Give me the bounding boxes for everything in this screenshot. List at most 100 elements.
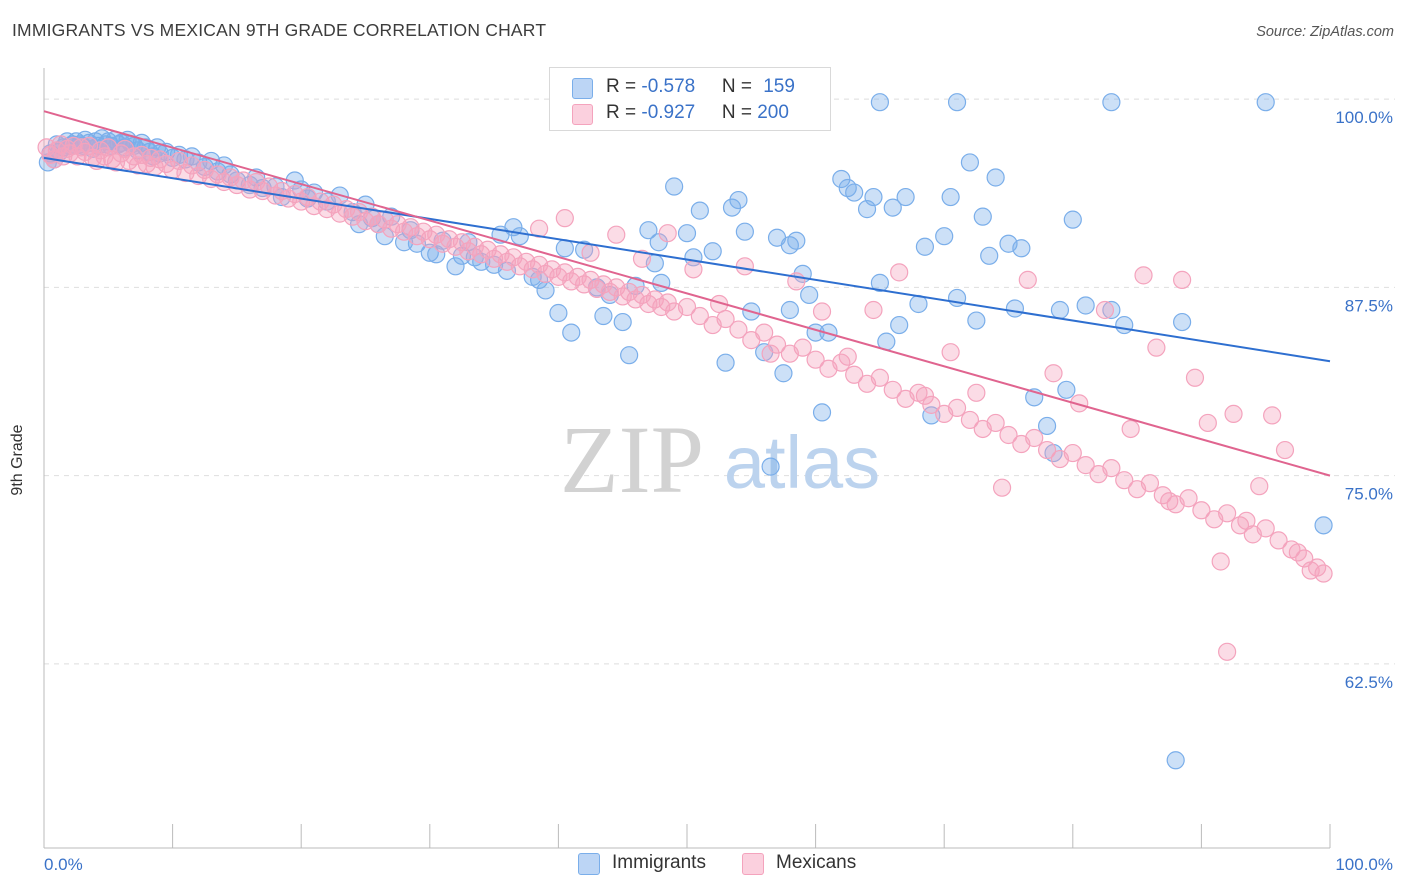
mexicans-point	[1160, 492, 1179, 511]
immigrants-point	[941, 187, 960, 207]
axes	[43, 68, 1331, 849]
mexicans-point	[1018, 270, 1037, 289]
immigrants-point	[446, 257, 465, 276]
mexicans-point	[1224, 404, 1243, 424]
mexicans-point	[1070, 394, 1089, 413]
immigrants-point	[864, 187, 883, 207]
mexicans-point	[1269, 531, 1288, 550]
tick-labels: 62.5% 75.0% 87.5% 100.0% 0.0% 100.0%	[44, 108, 1393, 874]
mexicans-point	[64, 136, 83, 155]
mexicans-point	[986, 413, 1005, 433]
immigrants-point	[896, 187, 915, 207]
immigrants-point	[420, 243, 439, 262]
immigrants-point	[935, 227, 954, 246]
trend-lines	[43, 110, 1331, 477]
mexicans-point	[1250, 477, 1269, 496]
immigrants-point	[703, 242, 722, 261]
immigrants-point	[870, 273, 890, 292]
mexicans-point	[581, 243, 600, 262]
mexicans-point	[658, 224, 677, 243]
immigrants-point	[845, 183, 864, 202]
mexicans-point	[1037, 440, 1057, 460]
mexicans-point	[812, 302, 832, 321]
immigrants-point	[761, 457, 780, 476]
mexicans-point	[1044, 364, 1063, 383]
mexicans-point	[1025, 428, 1044, 448]
mexicans-point	[141, 148, 160, 168]
immigrants-point	[870, 93, 890, 112]
immigrants-point	[780, 300, 799, 320]
mexicans-point	[1173, 270, 1192, 289]
immigrants-point	[890, 315, 909, 335]
immigrants-point	[677, 224, 697, 243]
mexicans-series	[37, 135, 1333, 661]
mexicans-point	[793, 338, 812, 357]
mexicans-point	[838, 347, 857, 366]
mexicans-point	[1237, 511, 1256, 530]
mexicans-point	[690, 306, 709, 326]
immigrants-point	[613, 312, 632, 332]
mexicans-point	[1275, 440, 1295, 460]
mexicans-point	[870, 368, 890, 387]
immigrants-point	[639, 221, 658, 240]
immigrants-point	[832, 169, 851, 189]
immigrants-point	[549, 303, 568, 323]
immigrants-point	[967, 311, 986, 330]
source-credit: Source: ZipAtlas.com	[1256, 24, 1394, 40]
mexicans-point	[1147, 338, 1166, 357]
immigrants-point	[735, 222, 754, 241]
x-tick-label: 0.0%	[44, 855, 83, 874]
immigrants-point	[1166, 751, 1185, 770]
immigrants-point	[1050, 300, 1070, 320]
immigrants-point	[620, 346, 639, 365]
mexicans-point	[915, 386, 935, 405]
r-label: R =	[606, 76, 642, 97]
immigrants-point	[915, 237, 935, 256]
mexicans-trend-line	[43, 110, 1331, 477]
mexicans-point	[716, 309, 735, 329]
y-axis-title: 9th Grade	[9, 424, 26, 496]
x-tick-label: 100.0%	[1335, 855, 1393, 874]
immigrants-point	[716, 353, 735, 372]
mexicans-point	[1301, 561, 1320, 580]
mexicans-point	[1218, 642, 1237, 661]
mexicans-point	[1218, 504, 1237, 523]
mexicans-point	[1185, 368, 1205, 387]
mexicans-point	[806, 350, 825, 369]
mexicans-point	[890, 263, 909, 282]
mexicans-point	[1076, 456, 1095, 475]
immigrants-point	[1076, 296, 1095, 315]
immigrants-point	[555, 239, 574, 258]
immigrants-point	[947, 93, 967, 112]
immigrants-point	[510, 227, 529, 246]
mexicans-point	[1256, 519, 1275, 538]
mexicans-point	[864, 300, 883, 320]
immigrants-point	[1173, 312, 1192, 332]
mexicans-point	[1095, 300, 1115, 320]
r-value: -0.578	[641, 76, 696, 97]
immigrants-point	[1115, 315, 1134, 335]
chart-title: IMMIGRANTS VS MEXICAN 9TH GRADE CORRELAT…	[12, 20, 547, 40]
stats-legend: R = -0.578 N = 159 R = -0.927 N = 200	[549, 67, 831, 131]
immigrants-point	[1063, 210, 1082, 229]
mexicans-point	[761, 344, 780, 363]
mexicans-point	[941, 343, 960, 362]
immigrants-legend-swatch	[578, 853, 600, 875]
mexicans-point	[607, 225, 626, 244]
immigrants-point	[665, 177, 684, 196]
mexicans-point	[632, 249, 652, 268]
immigrants-swatch	[572, 78, 593, 99]
n-value: 159	[763, 76, 795, 97]
y-tick-label: 100.0%	[1335, 108, 1393, 127]
mexicans-point	[922, 395, 941, 414]
n-value: 200	[757, 102, 789, 123]
immigrants-point	[1102, 300, 1121, 320]
mexicans-point	[845, 365, 864, 384]
mexicans-point	[883, 380, 902, 399]
mexicans-point	[658, 293, 677, 312]
mexicans-point	[729, 320, 748, 339]
mexicans-point	[767, 335, 787, 354]
immigrants-point	[1012, 239, 1031, 258]
mexicans-point	[1063, 443, 1082, 463]
